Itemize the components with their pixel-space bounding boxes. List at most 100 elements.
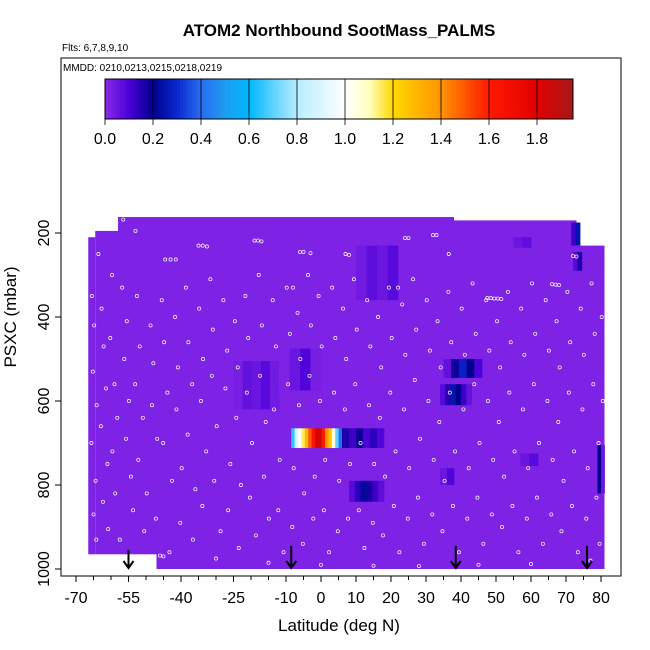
- sample-point: [214, 556, 218, 561]
- sample-point: [98, 424, 103, 429]
- x-tick-label: 50: [487, 590, 505, 607]
- sample-point: [578, 306, 583, 311]
- sample-point: [197, 306, 202, 311]
- sample-point: [159, 298, 164, 303]
- sample-point: [158, 553, 162, 558]
- colorbar-segment: [297, 79, 301, 119]
- sample-point: [575, 550, 580, 555]
- sample-point: [400, 302, 405, 307]
- colorbar-tick-label: 0.0: [94, 131, 116, 148]
- sample-point: [389, 336, 394, 340]
- sample-point: [253, 533, 258, 538]
- colorbar-segment: [522, 79, 526, 119]
- sample-point: [416, 495, 420, 500]
- colorbar-segment: [567, 79, 571, 119]
- sample-point: [124, 319, 129, 324]
- colorbar-segment: [222, 79, 226, 119]
- sample-point: [321, 508, 326, 513]
- colorbar-segment: [225, 79, 229, 119]
- sample-point: [117, 537, 122, 542]
- sample-points: [89, 217, 605, 569]
- sample-point: [259, 239, 264, 244]
- sample-point: [302, 491, 307, 496]
- heatmap-cell: [289, 348, 301, 391]
- heatmap-cell: [451, 359, 460, 378]
- heatmap-cell: [571, 222, 577, 246]
- sample-point: [386, 285, 391, 290]
- sample-point: [246, 336, 251, 340]
- sample-point: [232, 319, 237, 324]
- sample-point: [591, 382, 596, 387]
- sample-point: [526, 466, 531, 471]
- sample-point: [354, 327, 359, 332]
- colorbar-segment: [324, 79, 328, 119]
- sample-point: [512, 449, 517, 454]
- sample-point: [281, 550, 286, 555]
- sample-point: [236, 546, 241, 550]
- sample-point: [110, 273, 115, 277]
- colorbar-segment: [456, 79, 460, 119]
- colorbar-segment: [555, 79, 559, 119]
- sample-point: [342, 407, 347, 412]
- heatmap-cell: [304, 428, 309, 449]
- sample-point: [298, 357, 303, 361]
- sample-point: [477, 441, 482, 445]
- colorbar-segment: [303, 79, 307, 119]
- sample-point: [402, 407, 406, 412]
- coverage-cell: [95, 230, 118, 555]
- sample-point: [393, 449, 398, 454]
- sample-point: [243, 294, 248, 298]
- colorbar-segment: [504, 79, 508, 119]
- sample-point: [316, 294, 321, 298]
- heatmap-cell: [377, 245, 388, 301]
- colorbar-segment: [363, 79, 367, 119]
- sample-point: [549, 512, 554, 517]
- colorbar-segment: [171, 79, 175, 119]
- sample-point: [169, 478, 174, 483]
- colorbar-segment: [516, 79, 520, 119]
- x-tick-label: -10: [274, 590, 297, 607]
- sample-point: [140, 415, 145, 420]
- colorbar-segment: [201, 79, 205, 119]
- sample-point: [434, 233, 439, 238]
- sample-point: [113, 491, 118, 496]
- sample-point: [200, 504, 205, 508]
- dates-note: MMDD: 0210,0213,0215,0218,0219: [63, 63, 222, 74]
- chart-title: ATOM2 Northbound SootMass_PALMS: [183, 21, 496, 40]
- sample-point: [186, 340, 191, 345]
- sample-point: [557, 365, 562, 370]
- colorbar-segment: [159, 79, 163, 119]
- sample-point: [491, 457, 496, 462]
- colorbar-segment: [273, 79, 277, 119]
- sample-point: [381, 533, 385, 538]
- heatmap-cell: [366, 245, 378, 301]
- sample-point: [332, 390, 336, 395]
- sample-point: [204, 449, 209, 454]
- x-tick-label: 70: [557, 590, 575, 607]
- coverage-cell: [156, 217, 454, 570]
- heatmap-cell: [370, 428, 378, 449]
- heatmap-cell: [363, 428, 371, 449]
- colorbar-segment: [315, 79, 319, 119]
- heatmap-cell: [300, 348, 311, 391]
- sample-point: [291, 285, 295, 290]
- sample-point: [430, 512, 435, 517]
- flights-note: Flts: 6,7,8,9,10: [62, 43, 129, 54]
- colorbar-segment: [156, 79, 160, 119]
- sample-point: [508, 340, 513, 345]
- sample-point: [475, 495, 480, 500]
- colorbar-segment: [261, 79, 265, 119]
- sample-point: [108, 336, 113, 340]
- sample-point: [486, 399, 490, 403]
- sample-point: [405, 516, 410, 521]
- colorbar-segment: [570, 79, 574, 119]
- sample-point: [584, 516, 589, 521]
- sample-point: [312, 474, 317, 479]
- sample-point: [411, 277, 415, 282]
- colorbar-segment: [378, 79, 382, 119]
- sample-point: [266, 560, 271, 565]
- sample-point: [500, 525, 504, 529]
- x-axis-label: Latitude (deg N): [278, 616, 400, 635]
- sample-point: [572, 449, 577, 454]
